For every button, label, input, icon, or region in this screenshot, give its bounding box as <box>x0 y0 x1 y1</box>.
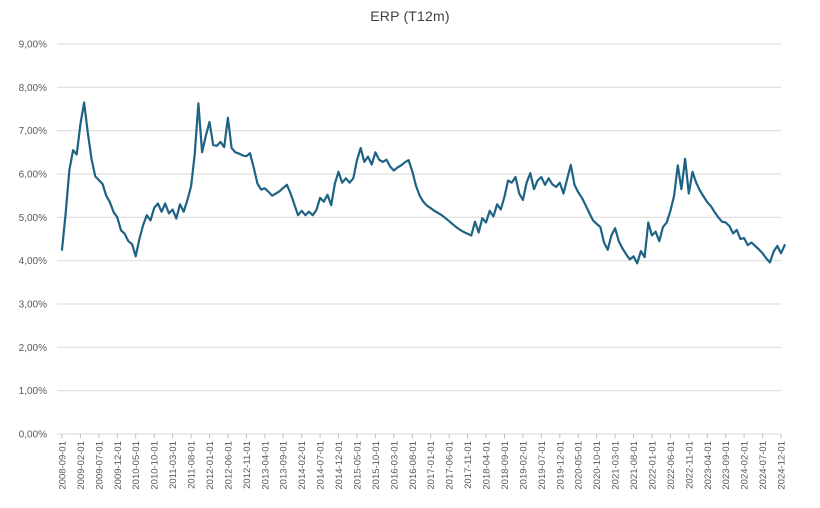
x-tick-label: 2009-07-01 <box>94 441 105 490</box>
x-tick-label: 2017-06-01 <box>445 441 456 490</box>
x-tick-label: 2022-06-01 <box>666 441 677 490</box>
x-tick-label: 2022-11-01 <box>684 441 695 489</box>
x-tick-label: 2011-08-01 <box>187 441 198 489</box>
x-tick-label: 2012-06-01 <box>223 441 234 490</box>
x-tick-label: 2013-04-01 <box>260 441 271 490</box>
x-tick-label: 2008-09-01 <box>58 441 69 490</box>
x-axis-labels: 2008-09-01 2009-02-01 2009-07-01 2009-12-01… <box>58 441 788 490</box>
x-tick-label: 2020-10-01 <box>592 441 603 490</box>
y-tick-label: 7,00% <box>19 126 47 137</box>
y-tick-label: 9,00% <box>19 40 47 51</box>
x-tick-label: 2022-01-01 <box>647 441 658 490</box>
x-tick-label: 2019-07-01 <box>537 441 548 490</box>
y-tick-label: 5,00% <box>19 213 47 224</box>
x-tick-label: 2021-03-01 <box>611 441 622 490</box>
x-tick-label: 2014-02-01 <box>297 441 308 490</box>
x-tick-label: 2010-05-01 <box>131 441 142 490</box>
x-tick-label: 2009-02-01 <box>76 441 87 490</box>
x-tick-label: 2019-02-01 <box>518 441 529 490</box>
erp-series-line <box>60 101 786 265</box>
x-tick-label: 2014-12-01 <box>334 441 345 490</box>
x-tick-label: 2016-08-01 <box>408 441 419 490</box>
x-axis-ticks <box>61 434 782 439</box>
x-tick-label: 2020-05-01 <box>574 441 585 490</box>
x-tick-label: 2024-07-01 <box>758 441 769 490</box>
y-tick-label: 2,00% <box>19 343 47 354</box>
x-tick-label: 2015-10-01 <box>371 441 382 490</box>
x-tick-label: 2021-08-01 <box>629 441 640 490</box>
x-tick-label: 2019-12-01 <box>555 441 566 490</box>
x-tick-label: 2015-05-01 <box>353 441 364 490</box>
x-tick-label: 2012-11-01 <box>242 441 253 489</box>
x-tick-label: 2014-07-01 <box>316 441 327 490</box>
x-tick-label: 2016-03-01 <box>389 441 400 490</box>
x-tick-label: 2023-04-01 <box>703 441 714 490</box>
x-tick-label: 2017-01-01 <box>426 441 437 490</box>
chart-title: ERP (T12m) <box>370 8 450 24</box>
y-axis-labels: 9,00% 8,00% 7,00% 6,00% 5,00% 4,00% 3,00% 2,00%… <box>19 40 47 441</box>
x-tick-label: 2009-12-01 <box>113 441 124 490</box>
x-tick-label: 2013-09-01 <box>279 441 290 490</box>
x-tick-label: 2024-12-01 <box>777 441 788 490</box>
y-tick-label: 0,00% <box>19 430 47 441</box>
x-tick-label: 2023-09-01 <box>721 441 732 490</box>
y-gridlines <box>57 43 781 435</box>
x-tick-label: 2024-02-01 <box>740 441 751 490</box>
x-tick-label: 2018-04-01 <box>482 441 493 490</box>
y-tick-label: 1,00% <box>19 386 47 397</box>
y-tick-label: 6,00% <box>19 170 47 181</box>
x-tick-label: 2018-09-01 <box>500 441 511 490</box>
y-tick-label: 3,00% <box>19 300 47 311</box>
x-tick-label: 2010-10-01 <box>150 441 161 490</box>
x-tick-label: 2011-03-01 <box>168 441 179 489</box>
y-tick-label: 8,00% <box>19 83 47 94</box>
x-tick-label: 2017-11-01 <box>463 441 474 489</box>
x-tick-label: 2012-01-01 <box>205 441 216 490</box>
y-tick-label: 4,00% <box>19 256 47 267</box>
